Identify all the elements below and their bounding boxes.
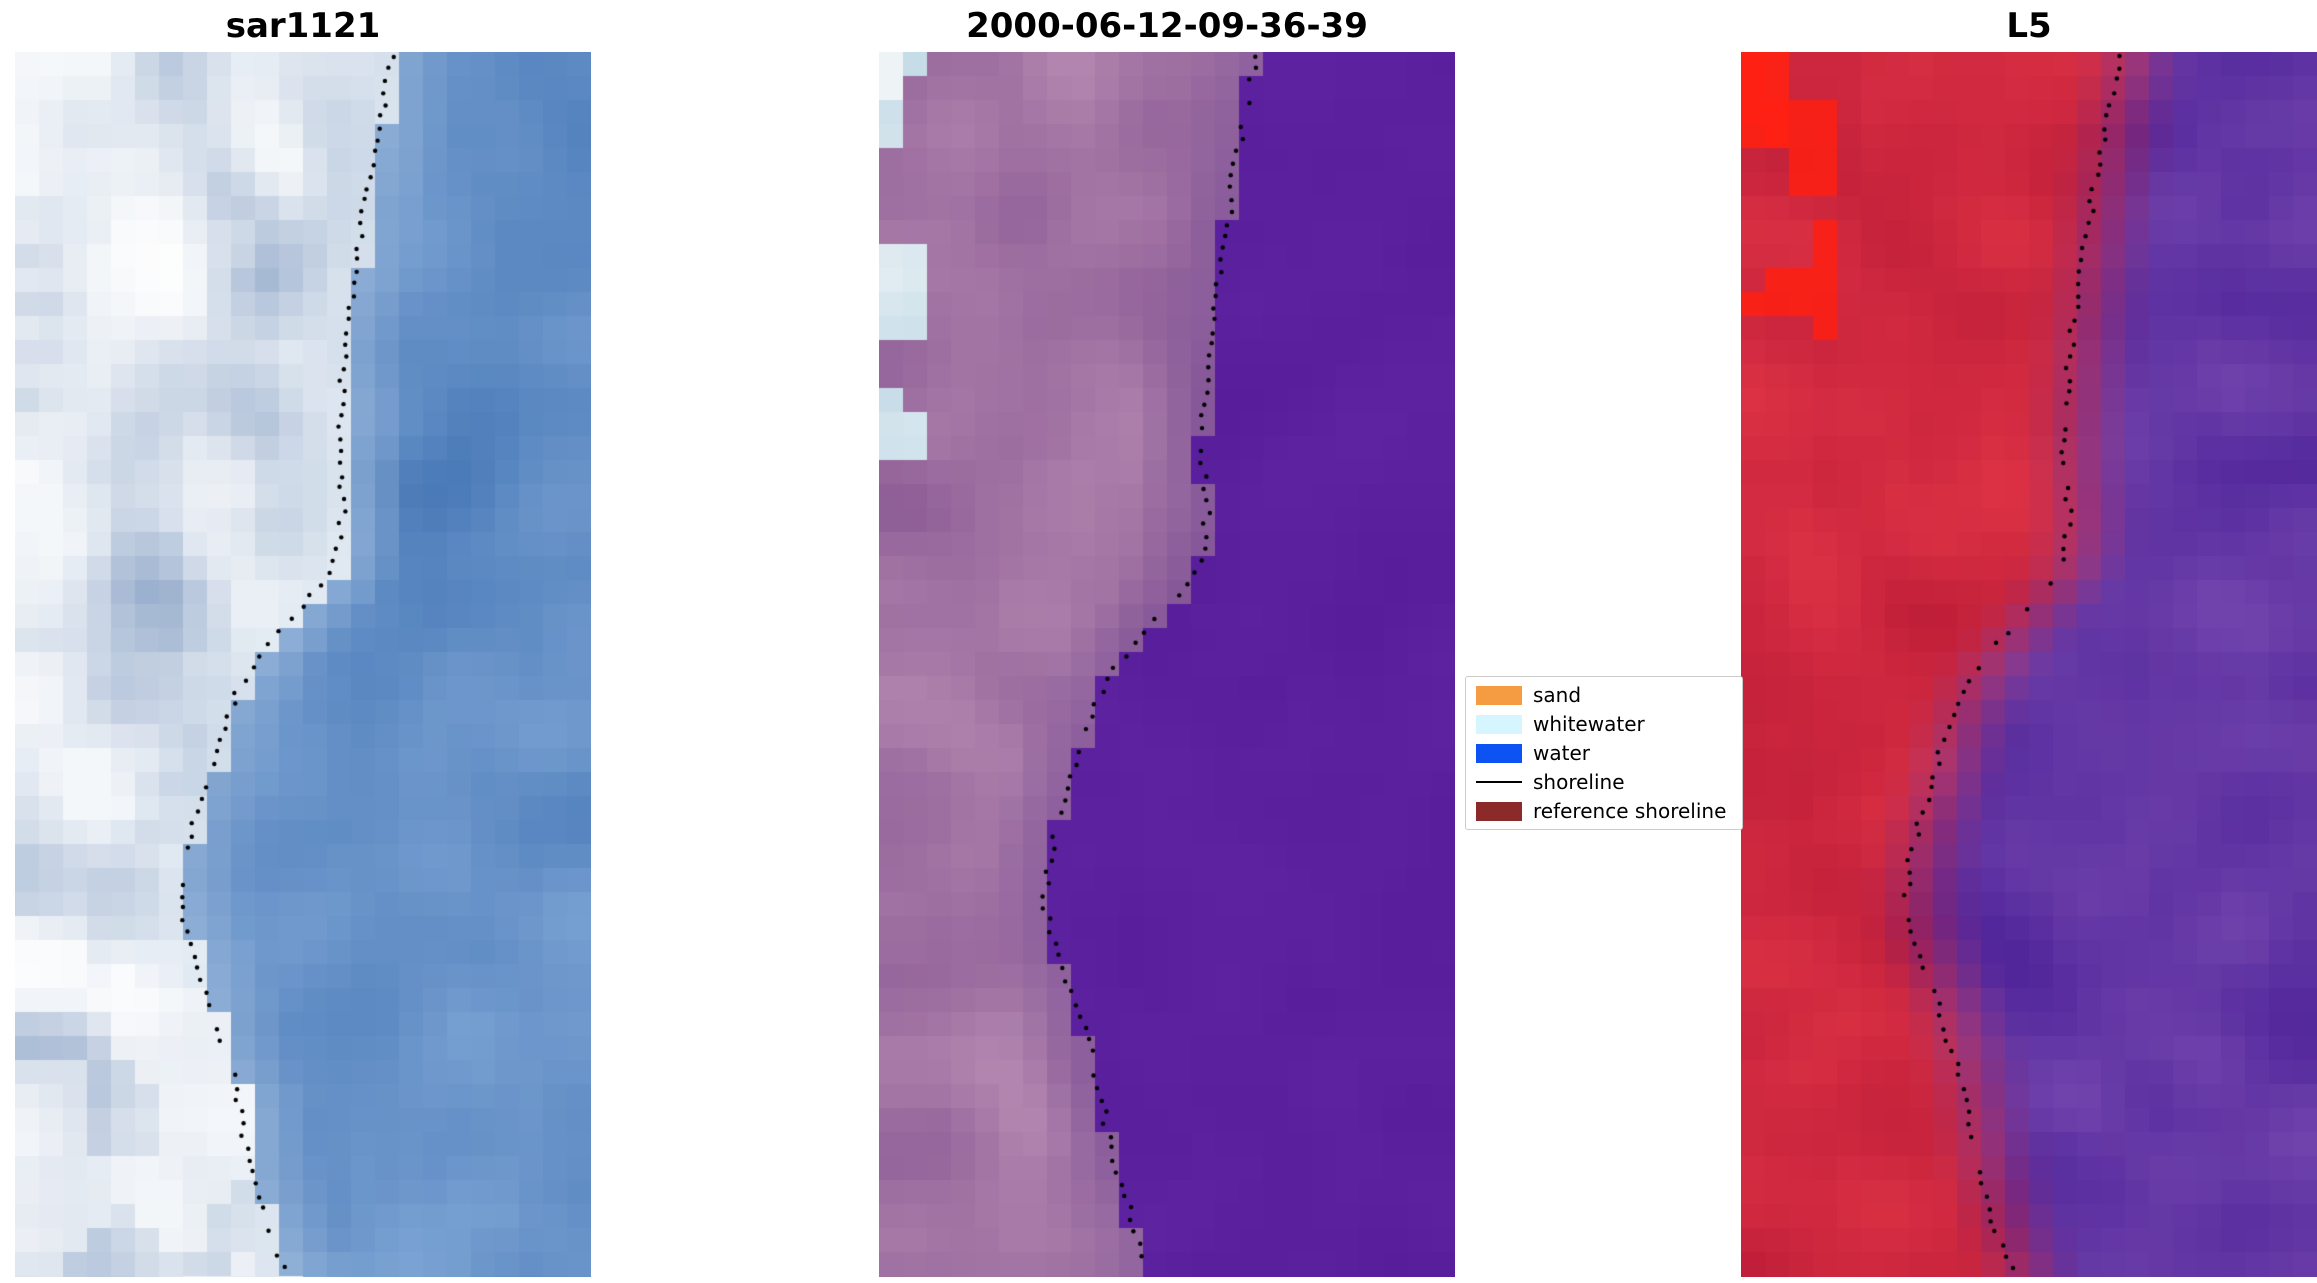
whitewater-swatch (1476, 714, 1522, 734)
legend-item-reference-shoreline: reference shoreline (1476, 800, 1732, 822)
panel-sar: sar1121 (15, 6, 591, 1277)
legend-label-whitewater: whitewater (1533, 712, 1645, 736)
legend-item-whitewater: whitewater (1476, 713, 1732, 735)
panel-title-sar: sar1121 (225, 6, 381, 46)
classified-image (879, 52, 1455, 1277)
legend: sand whitewater water shoreline referenc… (1465, 676, 1743, 830)
panel-l5: L5 (1741, 6, 2317, 1277)
legend-item-shoreline: shoreline (1476, 771, 1732, 793)
legend-label-reference-shoreline: reference shoreline (1533, 799, 1727, 823)
legend-item-water: water (1476, 742, 1732, 764)
legend-item-sand: sand (1476, 684, 1732, 706)
panel-classified: 2000-06-12-09-36-39 (879, 6, 1455, 1277)
legend-label-sand: sand (1533, 683, 1582, 707)
panel-title-l5: L5 (2006, 6, 2052, 46)
sand-swatch (1476, 685, 1522, 705)
legend-label-shoreline: shoreline (1533, 770, 1625, 794)
l5-image (1741, 52, 2317, 1277)
panel-title-classified: 2000-06-12-09-36-39 (966, 6, 1368, 46)
sar-image (15, 52, 591, 1277)
legend-label-water: water (1533, 741, 1590, 765)
shoreline-line-swatch (1476, 781, 1522, 783)
water-swatch (1476, 743, 1522, 763)
reference-shoreline-swatch (1476, 801, 1522, 821)
